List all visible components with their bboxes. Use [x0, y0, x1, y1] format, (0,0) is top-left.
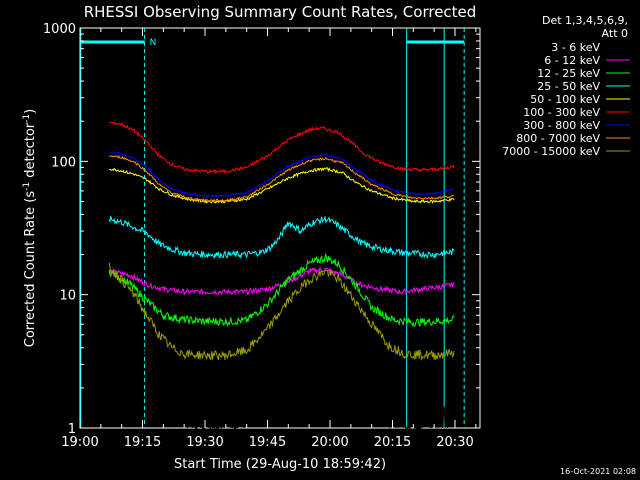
- plot-frame: [79, 27, 481, 429]
- series-line: [108, 215, 455, 260]
- y-axis-label-sup2: -1: [22, 114, 32, 123]
- night-label: N: [150, 38, 157, 48]
- series-line: [108, 300, 455, 430]
- legend-entry-label: 7000 - 15000 keV: [502, 145, 600, 158]
- series-line: [109, 167, 455, 204]
- series-group: [108, 120, 455, 430]
- legend-entry-label: 3 - 6 keV: [551, 41, 600, 54]
- series-line: [108, 155, 455, 203]
- legend-entry-label: 50 - 100 keV: [530, 93, 600, 106]
- series-line: [109, 150, 455, 199]
- legend-header-line-2: Att 0: [602, 27, 628, 40]
- legend-entry-label: 12 - 25 keV: [537, 67, 600, 80]
- x-tick-label: 19:15: [124, 435, 161, 450]
- plot-area: N 1 10 100 1000 19:00 19:15 19:30 19:45 20:00 20:…: [43, 22, 481, 450]
- series-line: [108, 262, 455, 361]
- saa-overlays: N: [80, 28, 465, 428]
- series-line: [108, 252, 455, 327]
- y-axis-label-end: ): [23, 109, 38, 114]
- legend-entry-label: 300 - 800 keV: [523, 119, 600, 132]
- legend-entry-label: 100 - 300 keV: [523, 106, 600, 119]
- y-tick-label: 1000: [43, 22, 76, 37]
- axis-ticks: 1 10 100 1000 19:00 19:15 19:30 19:45 20:00 20:15…: [43, 22, 480, 450]
- y-tick-label: 1: [68, 422, 76, 437]
- y-axis-label: Corrected Count Rate (s-1 detector-1): [22, 109, 38, 347]
- y-axis-label-mid: detector: [23, 122, 38, 182]
- y-tick-label: 100: [51, 155, 76, 170]
- y-axis-label-sup1: -1: [22, 182, 32, 191]
- x-tick-label: 19:30: [186, 435, 223, 450]
- x-tick-label: 20:15: [374, 435, 411, 450]
- x-tick-label: 20:30: [436, 435, 473, 450]
- y-tick-label: 10: [59, 289, 76, 304]
- x-tick-label: 19:45: [249, 435, 286, 450]
- x-tick-label: 20:00: [311, 435, 348, 450]
- series-line: [109, 120, 455, 175]
- x-tick-label: 19:00: [61, 435, 98, 450]
- chart-title: RHESSI Observing Summary Count Rates, Co…: [84, 3, 477, 21]
- footer-timestamp: 16-Oct-2021 02:08: [560, 467, 636, 476]
- y-axis-label-main: Corrected Count Rate (s: [23, 191, 38, 348]
- legend-entry-label: 800 - 7000 keV: [516, 132, 600, 145]
- legend-entry-label: 6 - 12 keV: [544, 54, 600, 67]
- legend-header-line-1: Det 1,3,4,5,6,9,: [542, 14, 628, 27]
- legend-entry-label: 25 - 50 keV: [537, 80, 600, 93]
- x-axis-label: Start Time (29-Aug-10 18:59:42): [174, 457, 386, 472]
